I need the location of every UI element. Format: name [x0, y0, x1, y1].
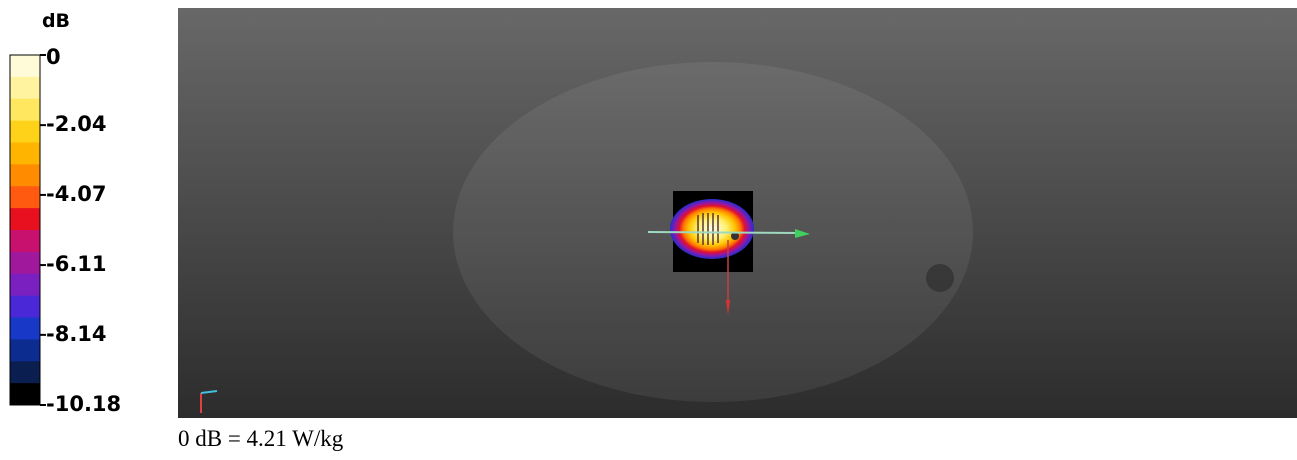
viewer	[178, 8, 1297, 418]
color-band	[10, 230, 40, 253]
color-band	[10, 55, 40, 78]
caption: 0 dB = 4.21 W/kg	[178, 426, 344, 451]
tick-label: -6.11	[46, 252, 107, 276]
sar-distribution	[670, 199, 754, 259]
tick-label: -2.04	[46, 112, 107, 136]
color-band	[10, 208, 40, 231]
color-band	[10, 295, 40, 318]
x-arrow	[795, 229, 810, 238]
colorbar: dB 0 -2.04 -4.07 -6.11 -8.14 -10.18	[9, 10, 121, 416]
tick-label: -4.07	[46, 182, 107, 206]
color-band	[10, 251, 40, 275]
z-arrow	[726, 300, 730, 315]
color-band	[10, 98, 40, 122]
color-band	[10, 273, 40, 297]
tick-label: 0	[46, 45, 61, 69]
colorbar-frame	[9, 54, 41, 406]
color-band	[10, 339, 40, 362]
color-band	[10, 76, 40, 100]
colorbar-unit: dB	[42, 10, 70, 32]
tick-label: -8.14	[46, 322, 107, 346]
color-band	[10, 164, 40, 187]
color-band	[10, 361, 40, 384]
antenna	[697, 213, 719, 245]
color-band	[10, 317, 40, 340]
probe	[731, 232, 739, 240]
color-band	[10, 383, 40, 406]
color-band	[10, 186, 40, 209]
x-axis	[647, 231, 801, 234]
orientation-triad	[200, 390, 218, 413]
tick-label: -10.18	[46, 392, 121, 416]
color-band	[10, 120, 40, 143]
color-band	[10, 142, 40, 165]
marker	[926, 264, 954, 292]
